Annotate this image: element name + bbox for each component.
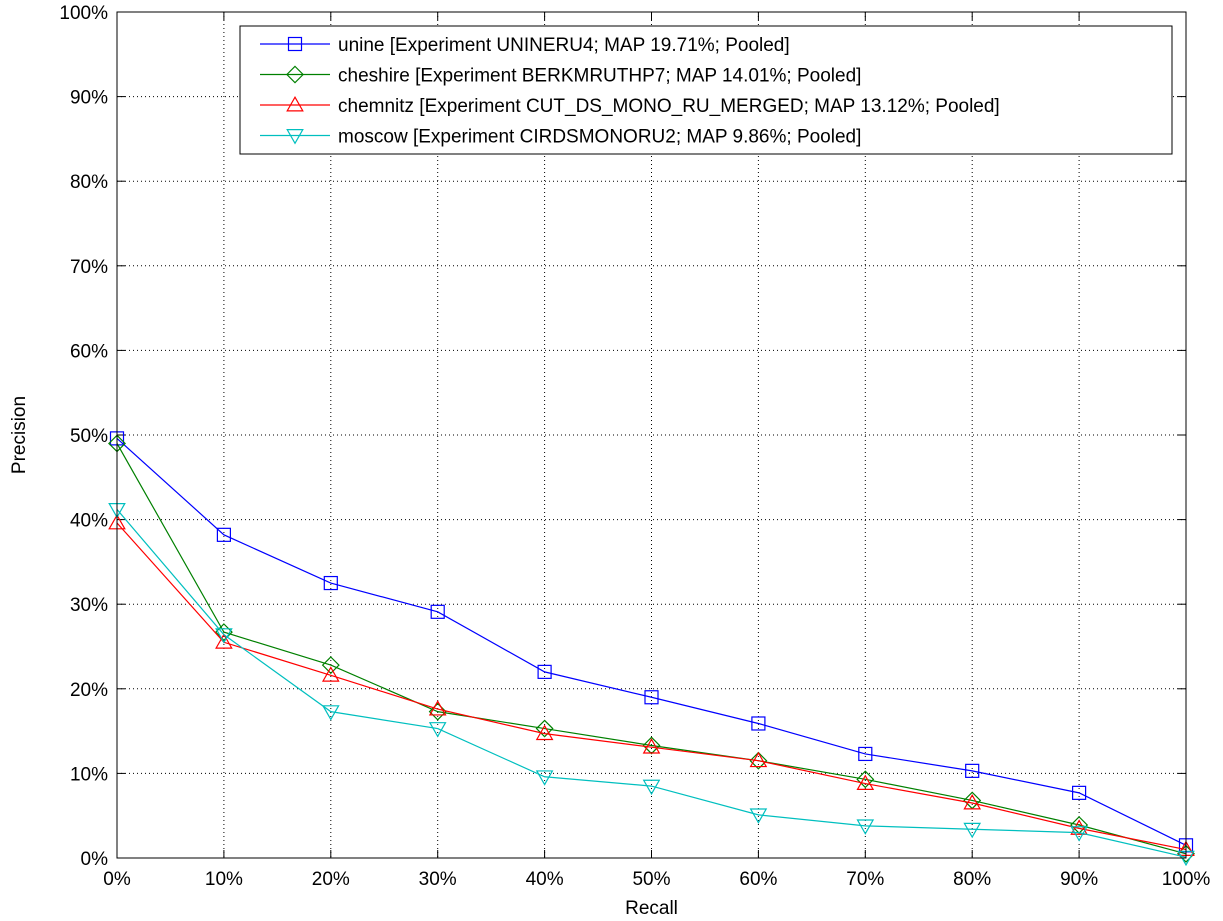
x-tick-label: 50% xyxy=(632,869,670,890)
data-point xyxy=(323,575,338,591)
legend-label: moscow [Experiment CIRDSMONORU2; MAP 9.8… xyxy=(338,127,861,148)
data-point xyxy=(216,527,231,542)
legend-entry: moscow [Experiment CIRDSMONORU2; MAP 9.8… xyxy=(260,127,861,148)
x-axis-label: Recall xyxy=(625,898,678,919)
data-point xyxy=(428,702,447,721)
legend-marker xyxy=(286,95,304,112)
data-point xyxy=(856,819,875,835)
x-tick-label: 60% xyxy=(739,869,777,890)
data-point xyxy=(1070,826,1088,842)
axis-ticks xyxy=(116,11,1187,859)
series-line xyxy=(116,443,1187,855)
data-point xyxy=(537,664,552,679)
data-point xyxy=(1071,785,1087,800)
data-point xyxy=(214,623,233,642)
data-point xyxy=(749,751,768,770)
data-point xyxy=(321,705,340,721)
data-point xyxy=(321,656,340,675)
data-series xyxy=(108,431,1195,867)
data-point xyxy=(430,604,445,619)
data-point xyxy=(749,751,768,768)
series-line xyxy=(116,509,1187,858)
x-tick-label: 30% xyxy=(419,869,457,890)
data-point xyxy=(1070,819,1088,835)
x-tick-label: 0% xyxy=(103,869,131,890)
legend-box xyxy=(239,25,1173,155)
tick-labels: 0% 10% 20% 30% 40% 50% 60% 70% 80% 90% 100% 0% 10% 20… xyxy=(59,3,1210,890)
data-point xyxy=(644,690,659,705)
data-point xyxy=(963,794,982,810)
y-tick-label: 10% xyxy=(70,764,108,785)
y-tick-label: 60% xyxy=(70,341,108,362)
legend-entry: chemnitz [Experiment CUT_DS_MONO_RU_MERG… xyxy=(260,95,1000,117)
y-tick-label: 20% xyxy=(70,680,108,701)
legend-label: chemnitz [Experiment CUT_DS_MONO_RU_MERG… xyxy=(338,96,1000,117)
data-point xyxy=(321,666,340,682)
x-tick-label: 20% xyxy=(312,869,350,890)
legend-entry: unine [Experiment UNINERU4; MAP 19.71%; … xyxy=(260,35,790,56)
y-tick-label: 30% xyxy=(70,595,108,616)
x-tick-label: 40% xyxy=(526,869,564,890)
data-point xyxy=(428,722,447,738)
data-point xyxy=(965,763,980,778)
y-tick-label: 0% xyxy=(81,849,109,870)
x-tick-label: 70% xyxy=(846,869,884,890)
data-point xyxy=(751,716,766,731)
y-tick-label: 70% xyxy=(70,257,108,278)
data-point xyxy=(856,770,875,789)
data-point xyxy=(428,700,447,716)
legend-entry: cheshire [Experiment BERKMRUTHP7; MAP 14… xyxy=(260,66,861,87)
plot-area-frame xyxy=(116,11,1187,859)
x-tick-label: 80% xyxy=(953,869,991,890)
legend-label: cheshire [Experiment BERKMRUTHP7; MAP 14… xyxy=(338,66,861,87)
x-tick-label: 90% xyxy=(1060,869,1098,890)
data-point xyxy=(215,633,233,649)
legend-label: unine [Experiment UNINERU4; MAP 19.71%; … xyxy=(338,35,790,56)
data-point xyxy=(535,719,554,738)
x-tick-label: 100% xyxy=(1162,869,1211,890)
legend-marker xyxy=(286,129,304,145)
y-tick-label: 100% xyxy=(59,3,108,24)
data-point xyxy=(215,628,233,644)
y-tick-label: 40% xyxy=(70,511,108,532)
data-point xyxy=(858,746,873,762)
y-axis-label: Precision xyxy=(9,396,30,474)
x-tick-label: 10% xyxy=(205,869,243,890)
data-point xyxy=(535,770,554,786)
series-line xyxy=(116,437,1187,846)
data-point xyxy=(749,808,768,824)
y-tick-label: 90% xyxy=(70,88,108,109)
data-point xyxy=(642,738,661,754)
y-tick-label: 50% xyxy=(70,426,108,447)
data-point xyxy=(856,774,875,791)
data-point xyxy=(642,779,661,796)
series-line xyxy=(116,522,1187,851)
legend-marker xyxy=(287,36,303,52)
y-tick-label: 80% xyxy=(70,172,108,193)
legend: unine [Experiment UNINERU4; MAP 19.71%; … xyxy=(239,25,1173,155)
legend-marker xyxy=(286,65,304,84)
data-point xyxy=(535,724,554,741)
data-point xyxy=(963,822,982,839)
